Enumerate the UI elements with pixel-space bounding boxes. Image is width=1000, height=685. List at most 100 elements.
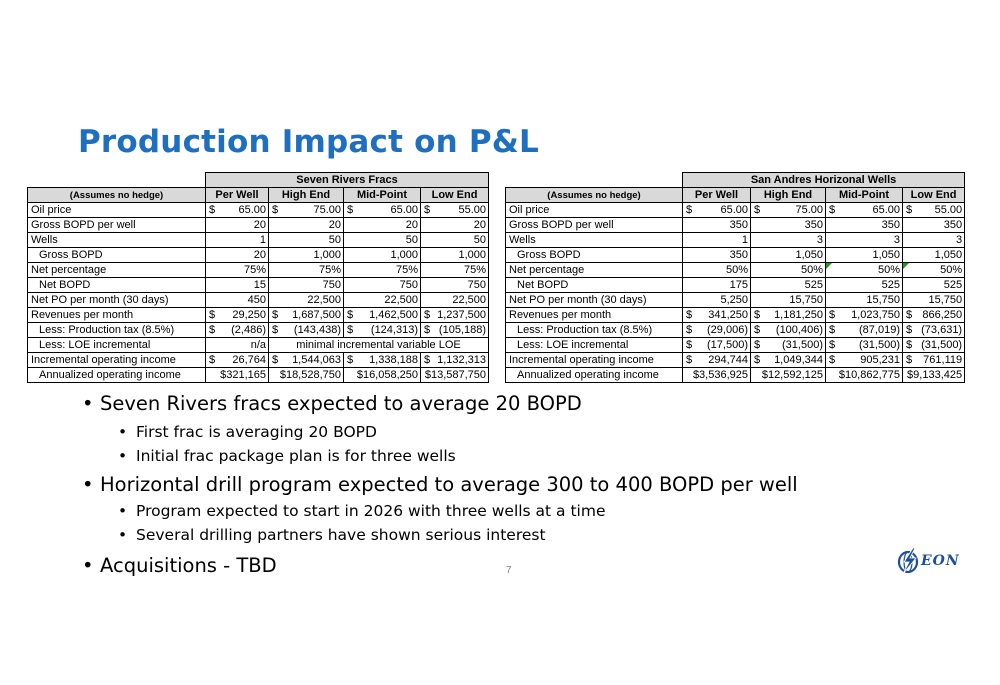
seven-rivers-table: Seven Rivers Fracs (Assumes no hedge) Per … <box>27 172 490 383</box>
cell-value: 50 <box>268 232 344 248</box>
table-row: Net BOPD 175 525 525 525 <box>505 277 966 293</box>
row-label: Annualized operating income <box>27 367 206 383</box>
cell-value: 55.00 <box>914 202 966 218</box>
cell-value: $3,536,925 <box>682 367 751 383</box>
column-header: Mid-Point <box>825 187 903 203</box>
table-row: Annualized operating income $321,165 $18,5… <box>27 367 490 383</box>
row-label: Wells <box>27 232 206 248</box>
cell-value: $9,133,425 <box>901 367 966 383</box>
cell-value: 1,000 <box>419 247 490 263</box>
currency-symbol: $ <box>682 307 695 323</box>
cell-value: 26,764 <box>217 352 269 368</box>
row-label: Net PO per month (30 days) <box>27 292 206 308</box>
row-label: Gross BOPD per well <box>27 217 206 233</box>
cell-value: 1,544,063 <box>280 352 344 368</box>
cell-value: 866,250 <box>914 307 966 323</box>
cell-value: 20 <box>268 217 344 233</box>
column-header: High End <box>268 187 344 203</box>
cell-value: 15,750 <box>825 292 903 308</box>
cell-value: 1,000 <box>268 247 344 263</box>
bullet-glyph: • <box>118 423 128 441</box>
currency-symbol: $ <box>205 307 218 323</box>
currency-symbol: $ <box>420 307 433 323</box>
currency-symbol: $ <box>825 337 838 353</box>
currency-symbol: $ <box>343 322 356 338</box>
sub-bullet-item: • Initial frac package plan is for three … <box>118 447 456 465</box>
cell-value: 1,050 <box>901 247 966 263</box>
cell-value: 175 <box>682 277 751 293</box>
currency-symbol: $ <box>268 307 281 323</box>
row-label: Revenues per month <box>27 307 206 323</box>
column-header: Per Well <box>205 187 269 203</box>
row-label: Gross BOPD <box>27 247 206 263</box>
row-label: Annualized operating income <box>505 367 683 383</box>
cell-value: (31,500) <box>837 337 903 353</box>
currency-symbol: $ <box>420 202 433 218</box>
column-header: Low End <box>419 187 490 203</box>
cell-value: 1,050 <box>825 247 903 263</box>
cell-value: 525 <box>901 277 966 293</box>
table-row: Less: Production tax (8.5%) $ (2,486) $ (143… <box>27 322 490 338</box>
currency-symbol: $ <box>825 202 838 218</box>
cell-value: 750 <box>268 277 344 293</box>
table-row: Net percentage 75% 75% 75% 75% <box>27 262 490 278</box>
currency-symbol: $ <box>750 322 763 338</box>
cell-value: 1,237,500 <box>432 307 490 323</box>
cell-value: 1,000 <box>343 247 421 263</box>
row-label: Less: Production tax (8.5%) <box>505 322 683 338</box>
bullet-glyph: • <box>118 447 128 465</box>
currency-symbol: $ <box>825 322 838 338</box>
cell-value: (73,631) <box>914 322 966 338</box>
cell-value: 75.00 <box>280 202 344 218</box>
bullet-text: Several drilling partners have shown ser… <box>136 526 546 544</box>
row-label: Wells <box>505 232 683 248</box>
sub-bullet-item: • First frac is averaging 20 BOPD <box>118 423 377 441</box>
currency-symbol: $ <box>420 322 433 338</box>
currency-symbol: $ <box>205 352 218 368</box>
cell-value: 1,462,500 <box>355 307 421 323</box>
table-row: Net PO per month (30 days) 450 22,500 22,50… <box>27 292 490 308</box>
bullet-item: • Seven Rivers fracs expected to average … <box>82 392 582 415</box>
table-row: Less: Production tax (8.5%) $ (29,006) $ (10… <box>505 322 966 338</box>
currency-symbol: $ <box>825 352 838 368</box>
bullet-text: Program expected to start in 2026 with t… <box>136 502 606 520</box>
table-group-title: Seven Rivers Fracs <box>204 172 490 188</box>
currency-symbol: $ <box>682 337 695 353</box>
table-row: Gross BOPD 350 1,050 1,050 1,050 <box>505 247 966 263</box>
cell-value: 1 <box>682 232 751 248</box>
cell-value: 350 <box>682 217 751 233</box>
row-label: Less: LOE incremental <box>27 337 206 353</box>
cell-value: 50% <box>682 262 751 278</box>
cell-value: $13,587,750 <box>419 367 490 383</box>
cell-value: 1,049,344 <box>762 352 826 368</box>
row-label: Oil price <box>505 202 683 218</box>
logo-text: EON <box>921 553 960 569</box>
bullet-text: First frac is averaging 20 BOPD <box>136 423 377 441</box>
currency-symbol: $ <box>205 322 218 338</box>
bullet-glyph: • <box>118 502 128 520</box>
cell-value: 1 <box>205 232 269 248</box>
cell-value: 75% <box>205 262 269 278</box>
cell-value: (2,486) <box>217 322 269 338</box>
table-header-row: (Assumes no hedge) Per Well High End Mid-Po… <box>505 187 966 203</box>
table-row: Revenues per month $29,250 $1,687,500 $1,46… <box>27 307 490 323</box>
cell-value: 350 <box>682 247 751 263</box>
cell-value: 1,338,188 <box>355 352 421 368</box>
cell-value: $12,592,125 <box>750 367 826 383</box>
currency-symbol: $ <box>682 202 695 218</box>
cell-value: 15 <box>205 277 269 293</box>
bullet-glyph: • <box>82 554 94 577</box>
currency-symbol: $ <box>268 322 281 338</box>
table-row: Wells 1 3 3 3 <box>505 232 966 248</box>
cell-value: (31,500) <box>914 337 966 353</box>
table-note: (Assumes no hedge) <box>27 187 206 203</box>
bullet-text: Seven Rivers fracs expected to average 2… <box>100 392 582 415</box>
cell-value: 1,181,250 <box>762 307 826 323</box>
cell-value: 55.00 <box>432 202 490 218</box>
currency-symbol: $ <box>682 352 695 368</box>
cell-value: 22,500 <box>268 292 344 308</box>
bullet-glyph: • <box>82 473 94 496</box>
cell-value: 29,250 <box>217 307 269 323</box>
table-row: Gross BOPD per well 20 20 20 20 <box>27 217 490 233</box>
cell-value: (100,406) <box>762 322 826 338</box>
